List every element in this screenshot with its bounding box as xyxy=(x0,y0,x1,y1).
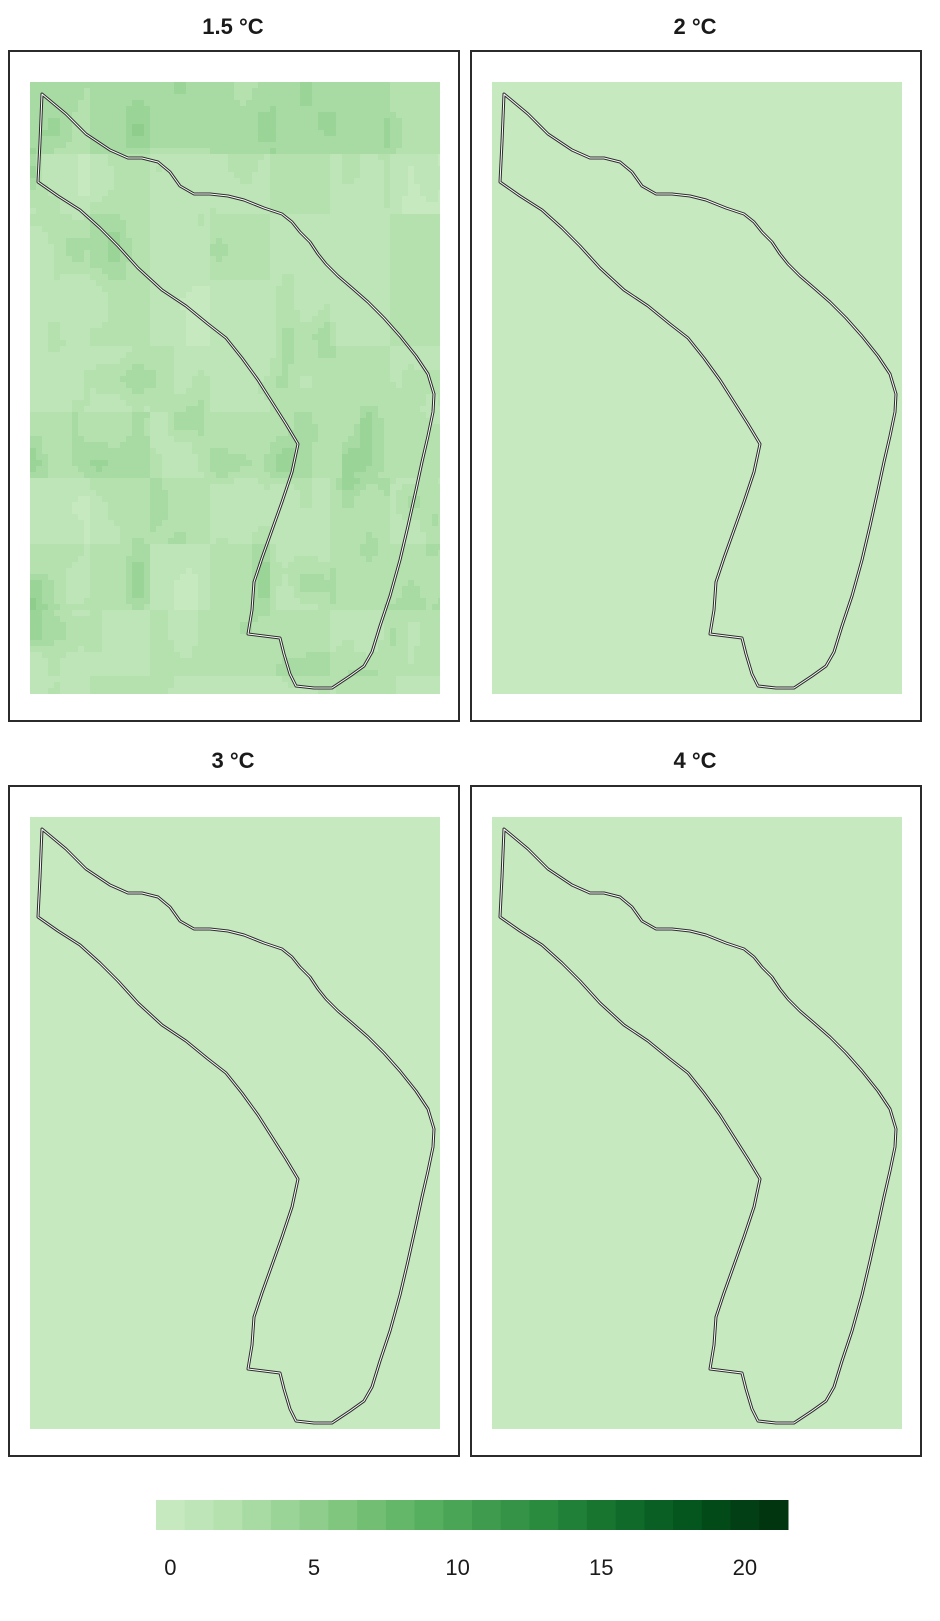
colorbar-segment xyxy=(586,1500,617,1530)
colorbar-segment xyxy=(156,1500,186,1530)
colorbar-segment xyxy=(730,1500,760,1530)
region-outline-inner xyxy=(37,93,435,689)
colorbar-segment xyxy=(357,1500,387,1530)
map-raster-cells xyxy=(30,82,440,694)
panel-title: 1.5 °C xyxy=(202,14,264,39)
colorbar-tick-label: 5 xyxy=(307,1555,321,1580)
panel-title: 4 °C xyxy=(673,748,717,773)
colorbar-segment xyxy=(414,1500,444,1530)
map-raster-base xyxy=(492,817,902,1429)
colorbar-segment xyxy=(759,1500,789,1530)
colorbar-segment xyxy=(644,1500,674,1530)
map-panel xyxy=(470,785,922,1457)
map-raster xyxy=(492,82,902,694)
panel-title: 2 °C xyxy=(673,14,717,39)
region-outline-inner xyxy=(499,93,897,689)
map-panel xyxy=(470,50,922,722)
panel-title: 3 °C xyxy=(211,748,255,773)
colorbar-segment xyxy=(673,1500,703,1530)
map-panel xyxy=(8,785,460,1457)
colorbar-segment xyxy=(615,1500,645,1530)
colorbar-legend xyxy=(0,1490,940,1621)
colorbar-segment xyxy=(270,1500,301,1530)
colorbar-tick-label: 15 xyxy=(589,1555,614,1580)
colorbar-segment xyxy=(385,1500,416,1530)
colorbar-tick-label: 20 xyxy=(732,1555,758,1580)
colorbar-segment xyxy=(328,1500,358,1530)
colorbar-segment xyxy=(558,1500,588,1530)
colorbar-segment xyxy=(242,1500,272,1530)
colorbar xyxy=(156,1500,789,1530)
colorbar-tick-label: 10 xyxy=(445,1555,470,1580)
colorbar-segment xyxy=(500,1500,530,1530)
region-outline-inner xyxy=(499,828,897,1424)
colorbar-segment xyxy=(213,1500,243,1530)
colorbar-segment xyxy=(443,1500,473,1530)
colorbar-segment xyxy=(299,1500,329,1530)
map-panel xyxy=(8,50,460,722)
map-raster-base xyxy=(30,817,440,1429)
colorbar-segment xyxy=(472,1500,502,1530)
colorbar-segment xyxy=(529,1500,559,1530)
map-raster xyxy=(30,817,440,1429)
map-raster xyxy=(30,82,440,694)
region-outline-inner xyxy=(37,828,435,1424)
map-raster-base xyxy=(492,82,902,694)
colorbar-tick-label: 0 xyxy=(164,1555,177,1580)
colorbar-segment xyxy=(184,1500,214,1530)
map-raster xyxy=(492,817,902,1429)
colorbar-segment xyxy=(701,1500,732,1530)
